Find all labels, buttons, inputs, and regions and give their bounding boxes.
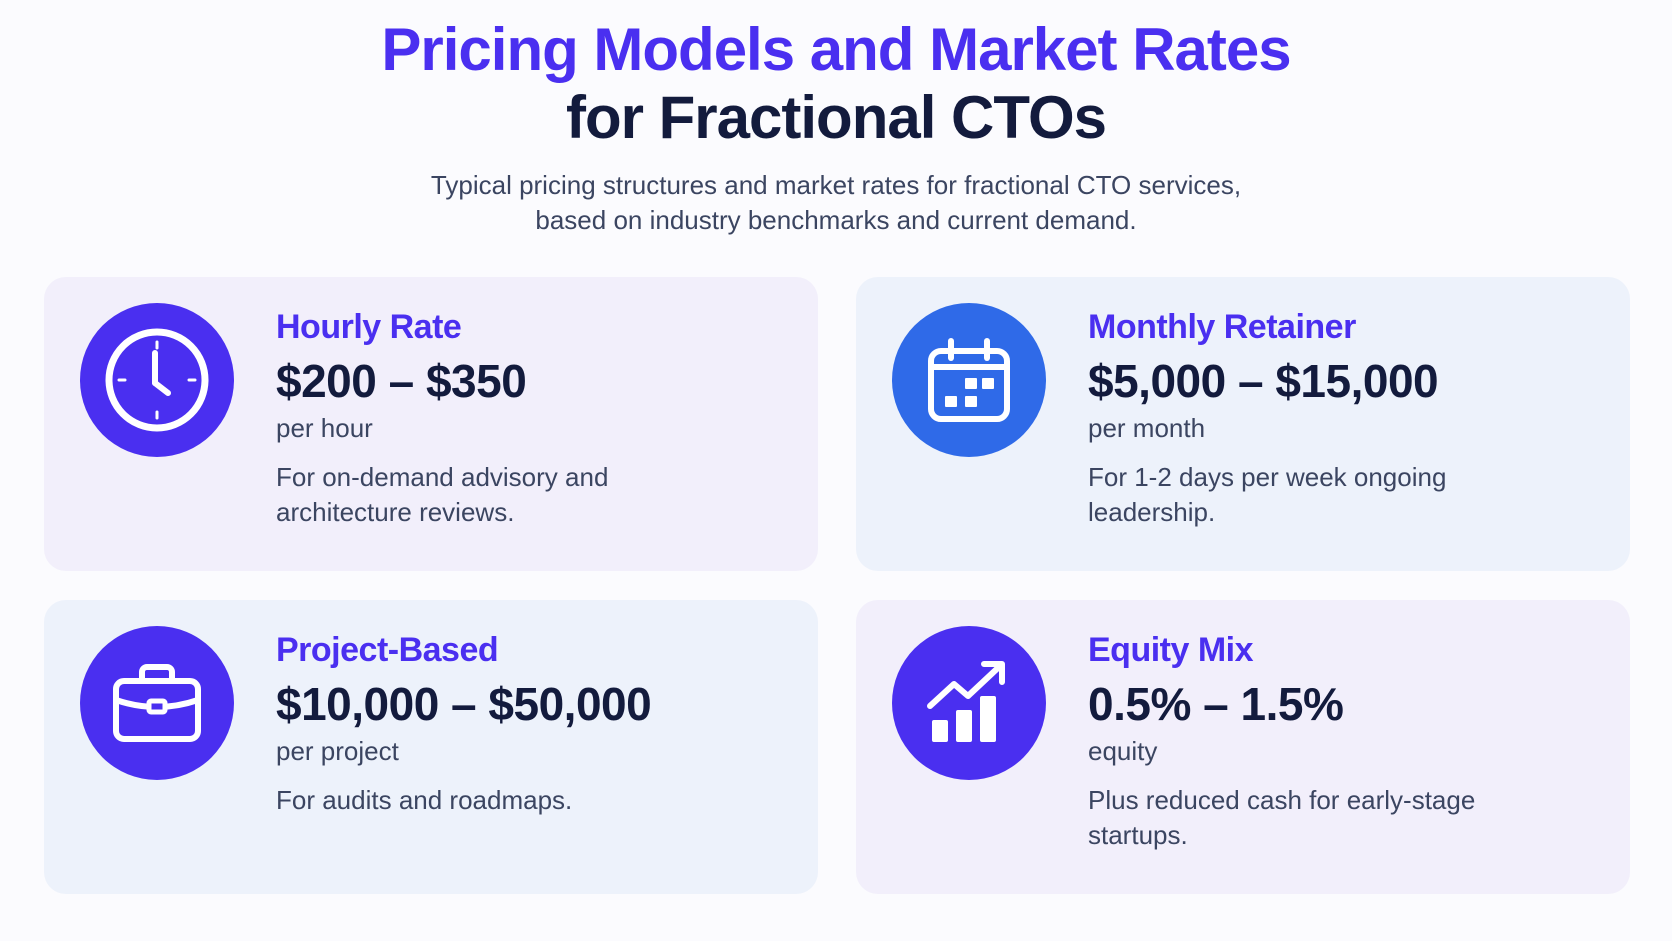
card-title: Project-Based xyxy=(276,631,499,669)
card-title: Equity Mix xyxy=(1088,631,1254,669)
clock-icon xyxy=(80,303,234,457)
page-subtitle: Typical pricing structures and market ra… xyxy=(0,168,1672,238)
card-description: For on-demand advisory and architecture … xyxy=(276,462,609,527)
pricing-card-monthly: Monthly Retainer $5,000 – $15,000 per mo… xyxy=(856,277,1630,571)
calendar-icon xyxy=(892,303,1046,457)
card-price: 0.5% – 1.5% xyxy=(1088,678,1344,730)
pricing-card-project: Project-Based $10,000 – $50,000 per proj… xyxy=(44,600,818,894)
card-description: For audits and roadmaps. xyxy=(276,785,573,815)
card-price: $10,000 – $50,000 xyxy=(276,678,652,730)
briefcase-icon xyxy=(80,626,234,780)
card-price: $5,000 – $15,000 xyxy=(1088,355,1439,407)
page-title-line2: for Fractional CTOs xyxy=(566,84,1107,151)
growth-chart-icon xyxy=(892,626,1046,780)
pricing-card-hourly: Hourly Rate $200 – $350 per hour For on-… xyxy=(44,277,818,571)
card-unit: equity xyxy=(1088,736,1158,766)
subtitle-line1: Typical pricing structures and market ra… xyxy=(430,170,1242,200)
card-description: For 1-2 days per week ongoing leadership… xyxy=(1088,462,1447,527)
card-title: Monthly Retainer xyxy=(1088,308,1356,346)
card-unit: per hour xyxy=(276,413,373,443)
card-unit: per month xyxy=(1088,413,1206,443)
pricing-card-equity: Equity Mix 0.5% – 1.5% equity Plus reduc… xyxy=(856,600,1630,894)
page-title: Pricing Models and Market Rates xyxy=(381,16,1291,83)
subtitle-line2: based on industry benchmarks and current… xyxy=(535,205,1137,235)
card-price: $200 – $350 xyxy=(276,355,527,407)
card-description: Plus reduced cash for early-stage startu… xyxy=(1088,785,1476,850)
card-title: Hourly Rate xyxy=(276,308,462,346)
card-unit: per project xyxy=(276,736,399,766)
